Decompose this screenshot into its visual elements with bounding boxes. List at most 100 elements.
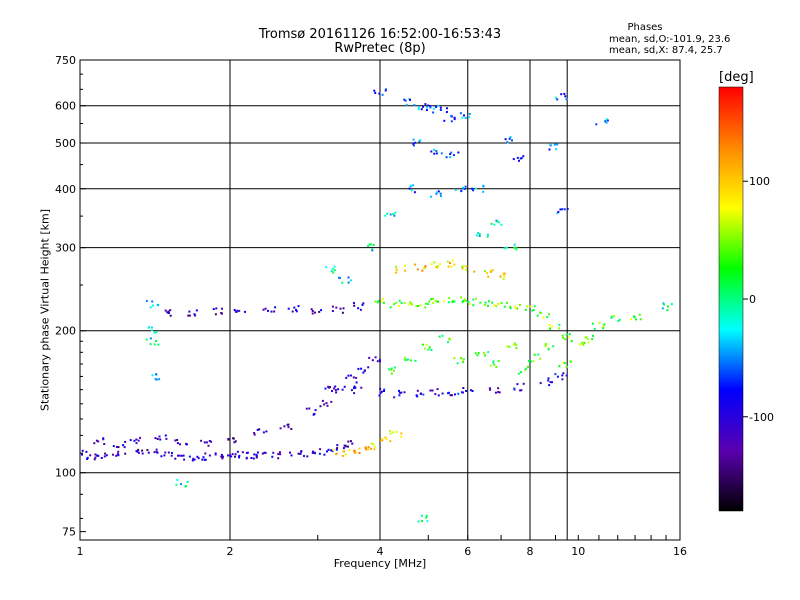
echo-point [116,452,119,455]
echo-point [547,379,550,382]
echo-point [425,516,428,519]
echo-point [378,394,381,397]
echo-point [603,323,606,326]
echo-point [176,442,179,445]
y-tick-label-6: 600 [55,100,76,113]
echo-point [234,440,237,443]
echo-point [194,314,197,317]
echo-point [156,438,159,440]
echo-point [418,140,421,143]
echo-point [561,378,564,381]
echo-point [151,300,154,303]
echo-point [264,307,267,310]
echo-point [515,343,518,346]
echo-point [174,457,177,460]
echo-point [581,341,584,344]
echo-point [377,300,380,303]
echo-point [400,391,403,394]
echo-point [435,152,438,155]
echo-point [179,443,182,446]
echo-point [149,306,152,309]
echo-point [230,455,233,458]
echo-point [431,389,434,392]
chart-subtitle: RwPretec (8p) [334,41,426,56]
echo-point [97,454,100,457]
echo-point [336,447,339,450]
echo-point [670,303,673,306]
echo-point [86,456,89,459]
echo-point [197,457,200,460]
echo-point [666,309,669,312]
echo-point [210,440,213,443]
echo-point [327,448,330,451]
chart-title: Tromsø 20161126 16:52:00-16:53:43 [258,27,502,42]
echo-point [436,388,439,391]
echo-point [443,119,446,122]
echo-point [529,305,532,308]
echo-point [483,303,486,306]
echo-point [486,272,488,275]
legend-line-x: mean, sd,X: 87.4, 25.7 [609,45,723,56]
echo-point [123,446,126,449]
echo-point [333,265,336,268]
echo-point [449,262,451,265]
echo-point [193,313,196,316]
echo-point [515,248,518,251]
echo-point [532,360,535,363]
echo-point [382,301,385,304]
echo-point [383,390,385,392]
echo-point [372,244,375,246]
colorbar [718,86,744,512]
echo-point [410,184,413,187]
echo-point [321,399,324,402]
echo-point [662,302,665,305]
echo-point [489,364,492,367]
echo-point [145,338,148,341]
echo-point [370,447,372,450]
echo-point [439,109,442,111]
echo-point [364,446,367,449]
echo-point [244,310,246,313]
echo-point [166,311,169,314]
echo-point [374,91,377,94]
echo-point [563,338,566,341]
echo-point [512,343,515,346]
echo-point [453,118,456,121]
echo-point [427,303,430,306]
echo-point [205,441,208,444]
echo-point [416,268,419,271]
echo-point [154,377,157,380]
echo-point [524,308,527,311]
echo-point [153,331,156,334]
echo-point [410,189,413,192]
echo-point [327,385,330,388]
echo-point [332,271,335,274]
echo-point [193,458,196,461]
echo-point [548,148,551,151]
echo-point [270,310,273,313]
echo-point [376,360,379,363]
echo-point [393,369,395,372]
echo-point [342,447,345,450]
echo-point [264,451,267,454]
y-axis-label: Stationary phase Virtual Height [km] [38,208,52,412]
echo-point [435,105,437,108]
echo-point [404,99,407,102]
echo-point [405,358,408,361]
echo-point [361,303,364,306]
echo-point [605,121,608,124]
echo-point [279,453,282,456]
echo-point [252,457,255,460]
echo-point [352,376,355,379]
echo-point [182,454,185,457]
echo-point [403,269,406,272]
echo-point [503,275,506,278]
echo-point [519,389,522,392]
echo-point [303,455,305,457]
echo-point [141,449,144,452]
echo-point [398,299,401,302]
echo-point [415,394,418,397]
echo-point [561,208,564,211]
echo-point [94,453,97,456]
echo-point [384,436,387,439]
